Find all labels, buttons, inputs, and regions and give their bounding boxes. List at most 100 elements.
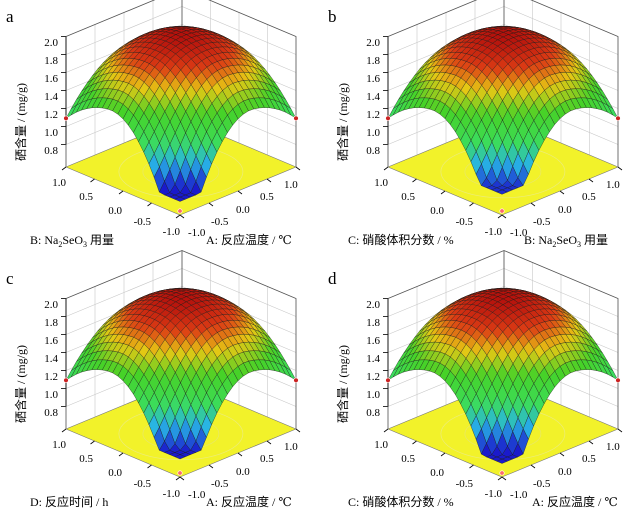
z-tick-label: 2.0 — [366, 299, 380, 311]
y-tick-mark — [90, 178, 95, 183]
x-tick-label: 0.5 — [260, 453, 274, 465]
z-tick-label: 1.8 — [44, 55, 58, 67]
design-point — [499, 470, 505, 476]
y-tick-mark — [469, 202, 474, 207]
y-tick-mark — [175, 476, 181, 481]
x-tick-mark — [237, 452, 243, 457]
z-tick-label: 1.4 — [44, 91, 58, 103]
z-tick-label: 1.8 — [366, 317, 380, 329]
x-tick-label: -1.0 — [188, 489, 206, 501]
panel-label-b: b — [328, 7, 337, 26]
design-point — [615, 377, 621, 384]
x-ticks-b: -1.0 -0.5 0.0 0.5 1.0 — [510, 179, 620, 239]
y-tick-mark — [61, 166, 67, 171]
x-tick-label: -0.5 — [533, 216, 551, 228]
design-point — [63, 115, 69, 122]
z-tick-label: 1.8 — [44, 317, 58, 329]
x-tick-label: 0.0 — [236, 466, 250, 478]
panel-label-d: d — [328, 269, 337, 288]
y-tick-label: 0.0 — [430, 467, 444, 479]
design-point — [293, 115, 299, 122]
y-tick-label: -1.0 — [485, 488, 503, 500]
z-axis-label-a: 硒含量 / (mg/g) — [13, 83, 28, 161]
y-ticks-b: 1.0 0.5 0.0 -0.5 -1.0 — [374, 177, 502, 238]
y-tick-label: 0.0 — [108, 205, 122, 217]
x-tick-mark — [266, 178, 272, 183]
x-tick-label: -0.5 — [533, 478, 551, 490]
x-tick-mark — [588, 178, 594, 183]
x-tick-label: -0.5 — [211, 216, 229, 228]
surface-cell — [174, 454, 186, 460]
design-point — [177, 470, 183, 476]
x-tick-mark — [501, 214, 507, 219]
panel-label-a: a — [6, 7, 14, 26]
x-tick-mark — [208, 202, 214, 207]
z-ticks-a: 2.0 1.8 1.6 1.4 1.2 1.0 0.8 — [44, 37, 58, 157]
response-surface — [65, 288, 297, 460]
x-tick-mark — [266, 440, 272, 445]
y-tick-label: 1.0 — [374, 177, 388, 189]
y-tick-label: -1.0 — [485, 226, 503, 238]
x-tick-label: -1.0 — [510, 489, 528, 501]
y-tick-label: 1.0 — [52, 177, 66, 189]
x-ticks-c: -1.0 -0.5 0.0 0.5 1.0 — [188, 441, 298, 501]
x-tick-label: 0.5 — [582, 453, 596, 465]
z-tick-label: 1.6 — [44, 73, 58, 85]
y-axis-label-a: B: Na2SeO3 用量 — [30, 233, 114, 249]
x-tick-label: -1.0 — [510, 227, 528, 239]
x-ticks-a: -1.0 -0.5 0.0 0.5 1.0 — [188, 179, 298, 239]
y-tick-label: -0.5 — [134, 478, 152, 490]
x-ticks-d: -1.0 -0.5 0.0 0.5 1.0 — [510, 441, 620, 501]
z-tick-label: 1.6 — [366, 73, 380, 85]
x-tick-mark — [237, 190, 243, 195]
z-tick-label: 0.8 — [44, 145, 58, 157]
z-ticks-c: 2.0 1.8 1.6 1.4 1.2 1.0 0.8 — [44, 299, 58, 419]
panel-c: c 硒含量 / (mg/g) 2.0 1.8 1.6 1.4 1.2 1.0 0… — [6, 250, 301, 509]
design-point — [499, 208, 505, 214]
x-tick-label: 0.5 — [582, 191, 596, 203]
y-tick-mark — [175, 214, 181, 219]
z-tick-label: 1.2 — [44, 109, 58, 121]
y-axis-label-b: C: 硝酸体积分数 / % — [348, 232, 454, 247]
response-surface — [387, 26, 619, 195]
x-tick-label: -0.5 — [211, 478, 229, 490]
y-tick-mark — [61, 428, 67, 433]
y-tick-mark — [440, 190, 446, 195]
y-tick-mark — [383, 428, 389, 433]
z-axis-label-d: 硒含量 / (mg/g) — [335, 345, 350, 423]
panel-b: b 硒含量 / (mg/g) 2.0 1.8 1.6 1.4 1.2 1.0 0… — [328, 0, 623, 249]
x-tick-label: 1.0 — [284, 179, 298, 191]
y-axis-label-c: D: 反应时间 / h — [30, 494, 108, 509]
z-ticks-d: 2.0 1.8 1.6 1.4 1.2 1.0 0.8 — [366, 299, 380, 419]
y-tick-mark — [440, 452, 446, 457]
y-tick-mark — [412, 178, 417, 183]
x-tick-label: 0.0 — [236, 204, 250, 216]
y-tick-label: 0.0 — [430, 205, 444, 217]
x-tick-mark — [617, 166, 623, 171]
z-tick-label: 1.4 — [366, 353, 380, 365]
response-surface — [387, 288, 619, 464]
response-surface — [65, 26, 297, 202]
y-tick-mark — [412, 440, 417, 445]
y-ticks-a: 1.0 0.5 0.0 -0.5 -1.0 — [52, 177, 180, 238]
y-tick-label: -0.5 — [456, 216, 474, 228]
z-tick-label: 1.8 — [366, 55, 380, 67]
y-tick-label: 0.5 — [79, 453, 93, 465]
design-point — [63, 377, 69, 384]
y-tick-label: 1.0 — [52, 439, 66, 451]
plot-area — [61, 0, 301, 219]
panel-d: d 硒含量 / (mg/g) 2.0 1.8 1.6 1.4 1.2 1.0 0… — [328, 250, 623, 509]
z-tick-label: 1.4 — [366, 91, 380, 103]
y-tick-label: 0.5 — [401, 453, 415, 465]
design-point — [293, 377, 299, 384]
z-tick-label: 2.0 — [44, 37, 58, 49]
y-tick-label: -0.5 — [456, 478, 474, 490]
design-point — [385, 377, 391, 384]
z-tick-label: 2.0 — [366, 37, 380, 49]
y-tick-label: 0.5 — [79, 191, 93, 203]
z-tick-label: 1.0 — [44, 389, 58, 401]
x-tick-mark — [559, 190, 565, 195]
z-tick-label: 0.8 — [44, 407, 58, 419]
z-axis-label-c: 硒含量 / (mg/g) — [13, 345, 28, 423]
y-tick-mark — [147, 464, 152, 469]
